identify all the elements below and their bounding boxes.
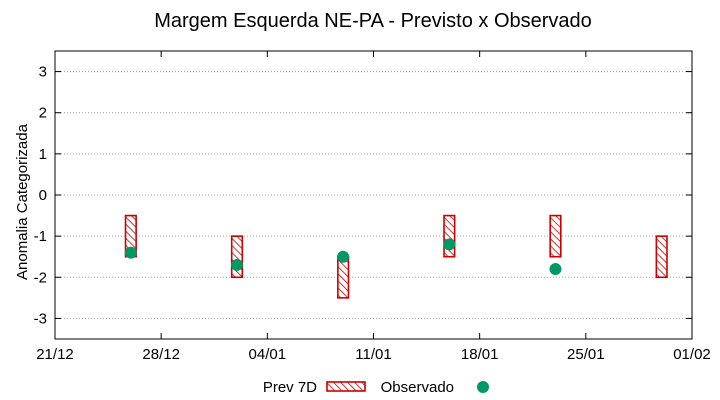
observed-point	[549, 263, 562, 276]
forecast-range-bar	[337, 255, 350, 299]
x-tick-label: 04/01	[249, 346, 287, 363]
y-tick-label: -1	[34, 228, 47, 245]
x-tick-label: 01/02	[673, 346, 711, 363]
legend-label-prev-7d: Prev 7D	[263, 379, 317, 396]
y-axis: 3 2 1 0 -1 -2 -3	[34, 64, 692, 327]
y-tick-label: 2	[39, 105, 47, 122]
y-tick-label: 0	[39, 187, 47, 204]
grid	[55, 71, 692, 319]
x-tick-label: 11/01	[355, 346, 391, 363]
observed-point	[337, 250, 350, 263]
observed-point	[231, 258, 243, 271]
forecast-range-bar	[655, 235, 668, 279]
observed-points	[124, 238, 562, 276]
legend-marker-observado	[477, 381, 489, 393]
observed-point	[443, 238, 456, 251]
y-tick-label: 3	[39, 64, 47, 81]
chart-title: Margem Esquerda NE-PA - Previsto x Obser…	[154, 10, 592, 32]
x-axis: 21/12 28/12 04/01 11/01 18/01 25/01 01/02	[36, 51, 711, 363]
legend-swatch-prev-7d	[326, 381, 366, 392]
x-tick-label: 25/01	[567, 346, 605, 363]
y-tick-label: 1	[39, 146, 47, 163]
observed-point	[124, 246, 137, 259]
legend: Prev 7D Observado	[263, 379, 489, 396]
y-axis-label: Anomalia Categorizada	[14, 123, 31, 280]
forecast-range-bar	[443, 214, 456, 258]
forecast-range-bar	[230, 235, 244, 279]
x-tick-label: 18/01	[461, 346, 499, 363]
plot-frame	[54, 50, 693, 340]
y-tick-label: -3	[34, 310, 47, 327]
legend-label-observado: Observado	[381, 379, 454, 396]
forecast-range-bar	[549, 214, 562, 258]
y-tick-label: -2	[34, 269, 47, 286]
forecast-ranges	[124, 214, 668, 299]
x-tick-label: 28/12	[142, 346, 180, 363]
x-tick-label: 21/12	[36, 346, 74, 363]
